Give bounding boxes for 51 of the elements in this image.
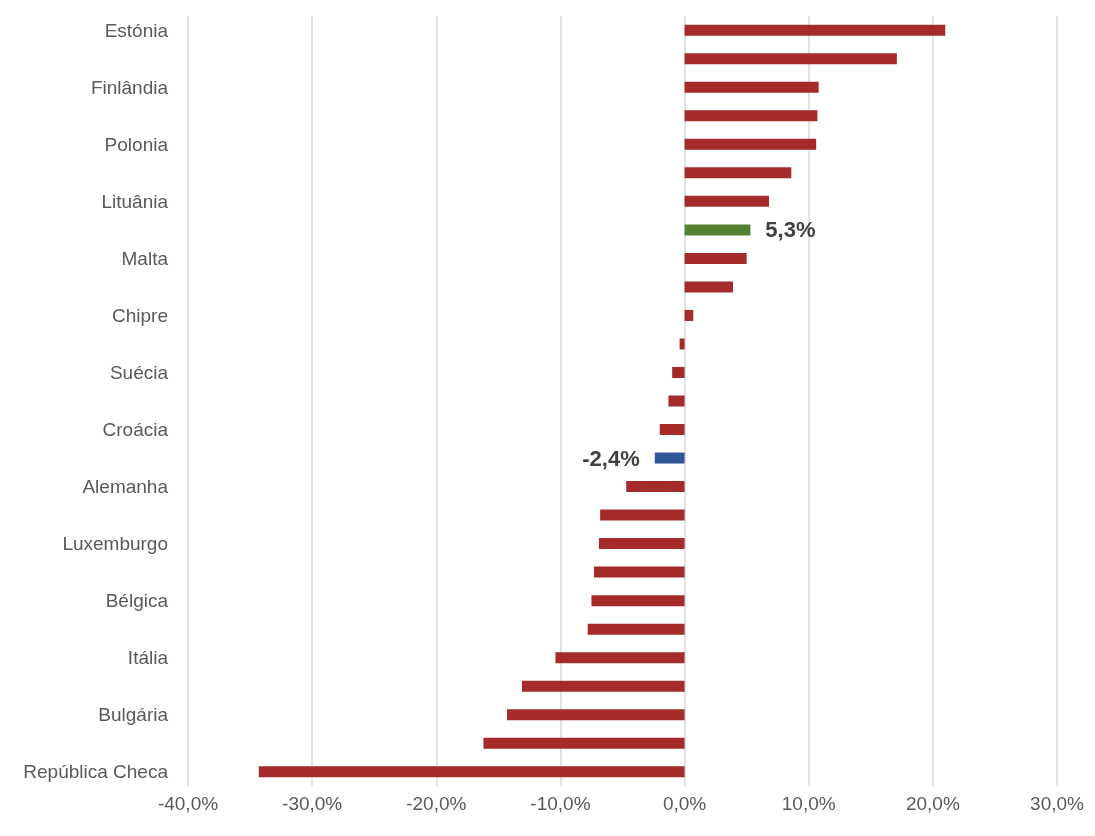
- bar: [684, 110, 818, 122]
- y-tick-label: Croácia: [102, 419, 169, 441]
- bar: [626, 481, 685, 493]
- bar: [684, 81, 819, 93]
- bar: [684, 138, 817, 150]
- data-label: 5,3%: [765, 217, 816, 243]
- bar: [258, 766, 685, 778]
- bar: [684, 252, 747, 264]
- y-tick-label: Polonia: [104, 133, 169, 155]
- bar: [684, 281, 733, 293]
- bar: [483, 737, 685, 749]
- y-tick-label: Alemanha: [82, 476, 169, 498]
- bar: [684, 167, 792, 179]
- x-tick-label: -40,0%: [157, 793, 219, 814]
- bar: [654, 452, 685, 464]
- bar: [679, 338, 685, 350]
- bar: [668, 395, 685, 407]
- y-tick-label: Estónia: [104, 19, 169, 41]
- x-tick-label: -20,0%: [406, 793, 467, 814]
- bar: [672, 366, 685, 378]
- bar: [587, 623, 685, 635]
- bar: [684, 195, 769, 207]
- y-tick-label: República Checa: [23, 761, 169, 783]
- bar: [507, 709, 685, 721]
- y-tick-label: Chipre: [112, 304, 168, 326]
- x-tick-label: 0,0%: [662, 793, 707, 814]
- bar: [593, 566, 685, 578]
- bar: [684, 24, 946, 36]
- bar: [521, 680, 685, 692]
- bar: [555, 652, 685, 664]
- x-tick-label: 30,0%: [1030, 793, 1085, 814]
- y-tick-label: Suécia: [109, 361, 169, 383]
- y-tick-label: Bélgica: [105, 590, 169, 612]
- y-tick-label: Finlândia: [90, 76, 169, 98]
- bar: [684, 224, 751, 236]
- bar: [684, 53, 897, 65]
- y-tick-label: Luxemburgo: [62, 533, 168, 555]
- data-label: -2,4%: [582, 445, 640, 471]
- x-tick-label: 20,0%: [905, 793, 960, 814]
- bar: [598, 538, 685, 550]
- bar: [659, 424, 685, 436]
- bar: [600, 509, 685, 521]
- bar: [684, 309, 694, 321]
- x-tick-label: 10,0%: [781, 793, 836, 814]
- x-tick-label: -30,0%: [282, 793, 343, 814]
- x-tick-label: -10,0%: [530, 793, 591, 814]
- bar: [591, 595, 685, 607]
- y-tick-label: Bulgária: [98, 704, 169, 726]
- y-tick-label: Malta: [121, 247, 169, 269]
- y-tick-label: Itália: [127, 647, 169, 669]
- y-tick-label: Lituânia: [101, 190, 169, 212]
